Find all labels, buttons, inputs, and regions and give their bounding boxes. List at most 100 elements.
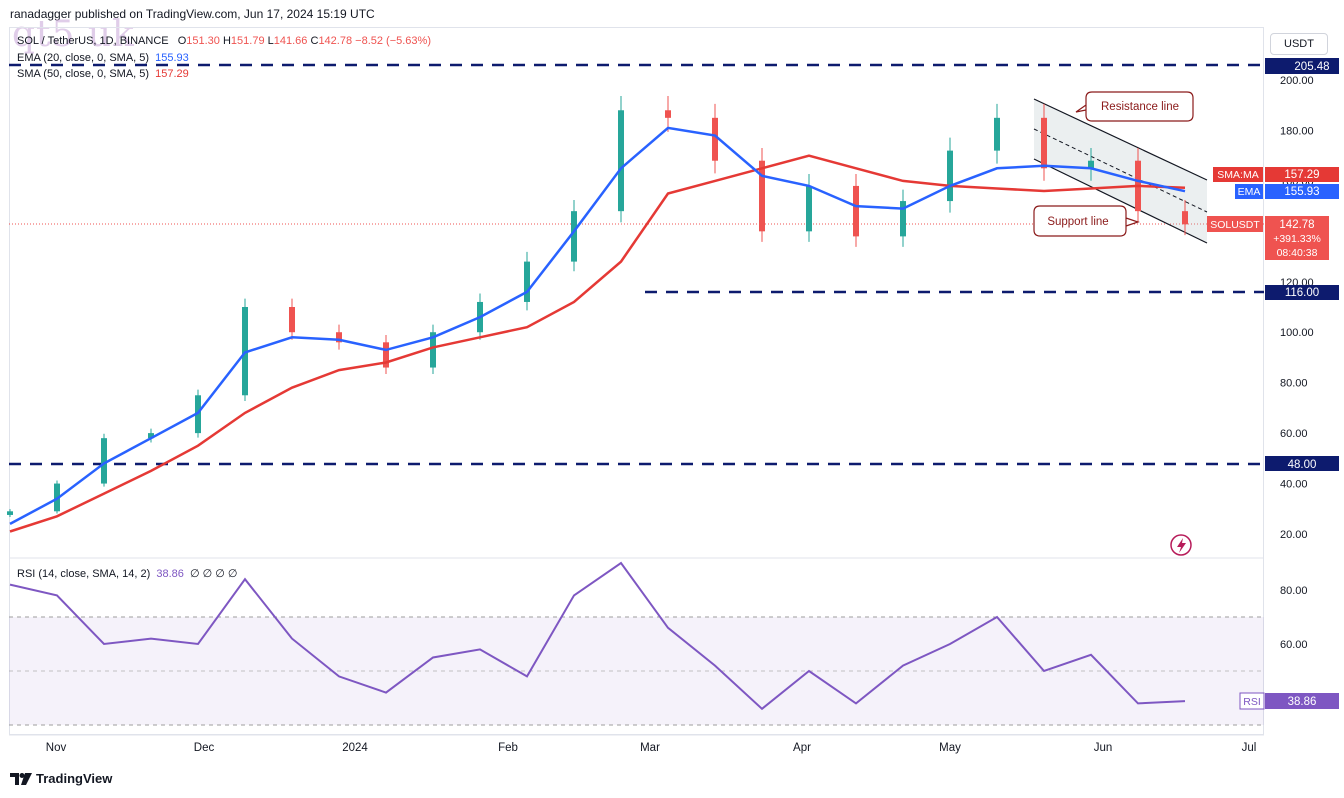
label-rsi-value: 38.86: [1288, 696, 1317, 708]
label-last-countdown: 08:40:38: [1277, 247, 1318, 259]
resistance-line[interactable]: [1033, 98, 1208, 181]
symbol-name: SOL / TetherUS, 1D, BINANCE: [17, 35, 169, 47]
label-48: 48.00: [1265, 456, 1339, 471]
candle-body: [7, 511, 13, 515]
resistance-callout[interactable]: Resistance line: [1075, 91, 1194, 122]
candle-body: [430, 332, 436, 368]
price-tick-label: 200.00: [1280, 75, 1314, 87]
candle-body: [1041, 117, 1047, 169]
candle-body: [1088, 160, 1094, 169]
price-tick-label: 60.00: [1280, 428, 1308, 440]
time-tick-label: Feb: [498, 742, 518, 754]
price-tick-label: 40.00: [1280, 479, 1308, 491]
sma-legend[interactable]: SMA (50, close, 0, SMA, 5) 157.29: [17, 68, 189, 80]
ohlc-low: 141.66: [273, 35, 308, 47]
ohlc-open-label: O: [177, 35, 187, 47]
watermark: qt5 uk: [12, 14, 135, 55]
time-tick-label: Apr: [793, 742, 811, 754]
label-ema-value: 155.93: [1284, 186, 1319, 198]
time-tick-label: 2024: [342, 742, 368, 754]
candle-body: [618, 110, 624, 212]
rsi-legend-value: 38.86: [156, 568, 184, 580]
candle-body: [806, 185, 812, 232]
label-ema: EMA 155.93: [1235, 184, 1339, 199]
price-tick-label: 80.00: [1280, 378, 1308, 390]
ohlc-close: 142.78: [318, 35, 353, 47]
time-tick-label: Nov: [46, 742, 67, 754]
ohlc-low-label: L: [267, 35, 274, 47]
label-116-text: 116.00: [1285, 287, 1319, 299]
candle-body: [759, 160, 765, 232]
candle-body: [994, 117, 1000, 151]
candle-body: [289, 307, 295, 333]
ema-legend[interactable]: EMA (20, close, 0, SMA, 5) 155.93: [17, 52, 189, 64]
rsi-legend-extra: ∅ ∅ ∅ ∅: [189, 568, 238, 580]
time-tick-label: Jun: [1094, 742, 1113, 754]
resistance-callout-text: Resistance line: [1101, 101, 1179, 113]
time-axis[interactable]: Nov Dec 2024 Feb Mar Apr May Jun Jul: [46, 742, 1257, 754]
ohlc-high-label: H: [222, 35, 231, 47]
label-rsi: RSI 38.86: [1239, 692, 1339, 710]
candle-body: [1182, 211, 1188, 225]
price-tick-label: 100.00: [1280, 327, 1314, 339]
label-rsi-tag: RSI: [1243, 696, 1261, 708]
label-last-tag: SOLUSDT: [1210, 219, 1260, 231]
label-sma-value: 157.29: [1284, 169, 1319, 181]
channel-midline: [1033, 128, 1208, 213]
sma-legend-value: 157.29: [155, 68, 189, 80]
candle-body: [101, 438, 107, 484]
label-last: SOLUSDT 142.78 +391.33% 08:40:38: [1207, 216, 1329, 260]
sma-line[interactable]: [9, 154, 1186, 533]
ohlc-close-label: C: [310, 35, 319, 47]
price-axis[interactable]: 200.00180.00160.00140.00120.00100.0080.0…: [1280, 75, 1314, 541]
label-last-value: 142.78: [1279, 219, 1314, 231]
price-tick-label: 180.00: [1280, 125, 1314, 137]
support-callout[interactable]: Support line: [1033, 205, 1140, 237]
candle-body: [336, 332, 342, 343]
label-205: 205.48: [1265, 58, 1339, 74]
sma-legend-label: SMA (50, close, 0, SMA, 5): [17, 68, 150, 80]
ohlc-open: 151.30: [186, 35, 220, 47]
candle-body: [571, 211, 577, 262]
footer-brand: TradingView: [36, 771, 113, 786]
candle-body: [524, 261, 530, 302]
currency-button[interactable]: USDT: [1270, 33, 1328, 55]
channel-fill: [1034, 99, 1207, 243]
rsi-tick-label: 80.00: [1280, 585, 1308, 597]
price-tick-label: 20.00: [1280, 529, 1308, 541]
candle-body: [947, 150, 953, 202]
label-last-pct: +391.33%: [1273, 233, 1321, 245]
publish-header: ranadagger published on TradingView.com,…: [10, 7, 375, 21]
ema-line[interactable]: [9, 126, 1186, 526]
candle-body: [665, 110, 671, 118]
label-sma-tag: SMA:MA: [1217, 169, 1258, 181]
rsi-line[interactable]: [9, 561, 1186, 711]
rsi-legend[interactable]: RSI (14, close, SMA, 14, 2) 38.86 ∅ ∅ ∅ …: [17, 567, 237, 580]
rsi-legend-label: RSI (14, close, SMA, 14, 2): [17, 568, 151, 580]
support-callout-text: Support line: [1047, 216, 1108, 228]
ohlc-high: 151.79: [230, 35, 265, 47]
rsi-axis[interactable]: 80.00 60.00: [1280, 585, 1308, 651]
label-sma: SMA:MA 157.29: [1213, 167, 1339, 182]
label-ema-tag: EMA: [1238, 186, 1261, 198]
tradingview-logo-icon: [10, 772, 32, 785]
time-tick-label: Dec: [194, 742, 215, 754]
candle-body: [148, 433, 154, 439]
support-line[interactable]: [1033, 158, 1208, 244]
symbol-legend[interactable]: SOL / TetherUS, 1D, BINANCE O151.30 H151…: [17, 35, 431, 47]
lightning-icon[interactable]: [1170, 534, 1192, 556]
label-48-text: 48.00: [1288, 459, 1317, 471]
ohlc-change: −8.52 (−5.63%): [355, 35, 431, 47]
time-tick-label: May: [939, 742, 961, 754]
candle-body: [853, 185, 859, 237]
label-205-text: 205.48: [1294, 61, 1329, 73]
label-116: 116.00: [1265, 285, 1339, 300]
tradingview-footer[interactable]: TradingView: [10, 771, 112, 786]
time-tick-label: Mar: [640, 742, 660, 754]
rsi-tick-label: 60.00: [1280, 639, 1308, 651]
time-tick-label: Jul: [1242, 742, 1257, 754]
ema-legend-value: 155.93: [155, 52, 189, 64]
candle-body: [383, 342, 389, 368]
candle-body: [712, 117, 718, 161]
